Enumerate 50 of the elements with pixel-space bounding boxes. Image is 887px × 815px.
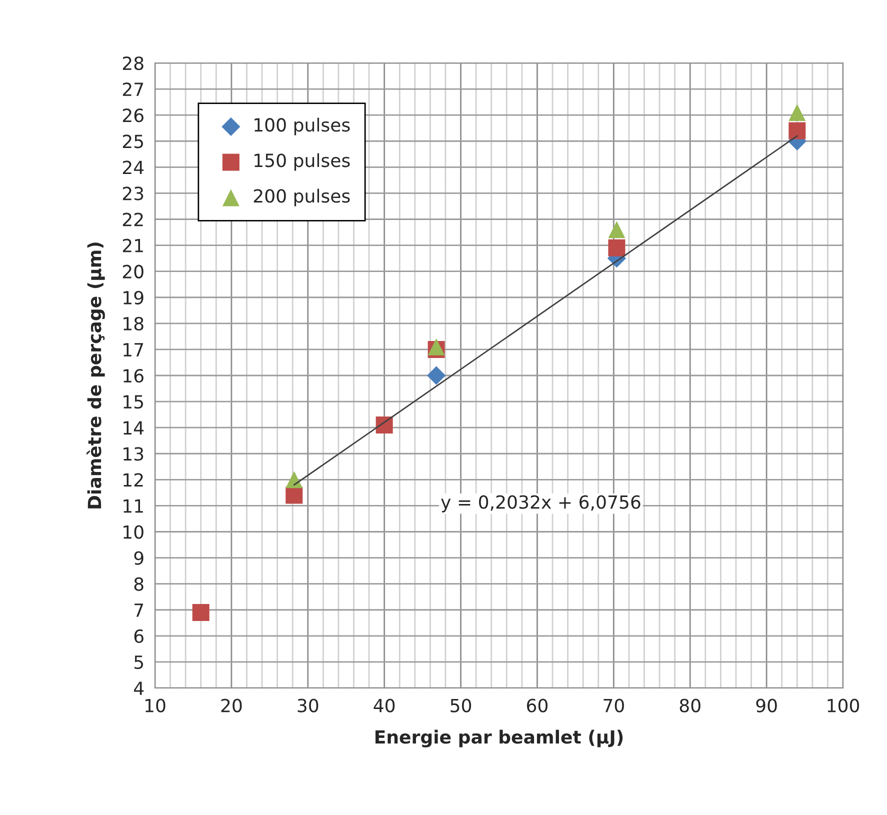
x-tick-label: 100	[828, 698, 860, 712]
point	[608, 239, 626, 256]
y-tick-label: 10	[124, 525, 144, 539]
y-tick-label: 24	[122, 160, 144, 174]
point	[192, 604, 210, 621]
point	[427, 366, 446, 385]
y-tick-label: 15	[124, 395, 144, 409]
y-axis-title: Diamètre de perçage (µm)	[86, 242, 105, 508]
x-tick-label: 50	[450, 698, 472, 712]
y-tick-label: 26	[122, 108, 144, 122]
x-tick-label: 10	[145, 698, 166, 712]
x-tick-label: 60	[526, 698, 548, 712]
y-tick-label: 11	[124, 499, 143, 513]
y-tick-label: 23	[122, 186, 144, 200]
y-tick-label: 8	[134, 577, 144, 591]
y-tick-label: 18	[124, 316, 144, 331]
annotation: y = 0,2032x + 6,0756	[441, 495, 640, 512]
legend-label: 150 pulses	[254, 153, 350, 171]
point	[788, 104, 806, 121]
y-tick-label: 4	[134, 682, 144, 695]
y-tick-label: 20	[122, 264, 144, 278]
x-tick-label: 20	[221, 698, 242, 712]
y-tick-label: 28	[122, 56, 144, 70]
x-tick-label: 30	[298, 698, 318, 712]
point	[788, 122, 806, 140]
point	[376, 416, 393, 434]
point	[286, 471, 303, 488]
point	[286, 486, 303, 504]
y-tick-label: 13	[124, 447, 144, 461]
x-axis-title: Energie par beamlet (µJ)	[376, 730, 623, 748]
y-tick-label: 25	[122, 134, 144, 148]
y-tick-label: 16	[124, 368, 144, 383]
y-tick-label: 22	[122, 212, 143, 226]
x-tick-label: 80	[680, 698, 700, 712]
legend-label: 100 pulses	[254, 118, 350, 136]
y-tick-label: 7	[134, 604, 144, 617]
x-tick-label: 90	[756, 698, 777, 712]
x-tick-label: 40	[374, 698, 395, 712]
y-tick-label: 5	[134, 656, 144, 670]
y-tick-label: 6	[134, 629, 144, 644]
y-tick-label: 14	[124, 421, 144, 434]
y-tick-label: 17	[124, 343, 144, 356]
x-tick-label: 70	[604, 698, 624, 712]
legend-label: 200 pulses	[254, 188, 350, 206]
y-tick-label: 27	[122, 82, 144, 96]
y-tick-label: 21	[122, 238, 143, 252]
point	[608, 221, 626, 238]
y-tick-label: 19	[124, 290, 144, 304]
y-tick-label: 9	[134, 551, 144, 565]
y-tick-label: 12	[124, 473, 143, 487]
